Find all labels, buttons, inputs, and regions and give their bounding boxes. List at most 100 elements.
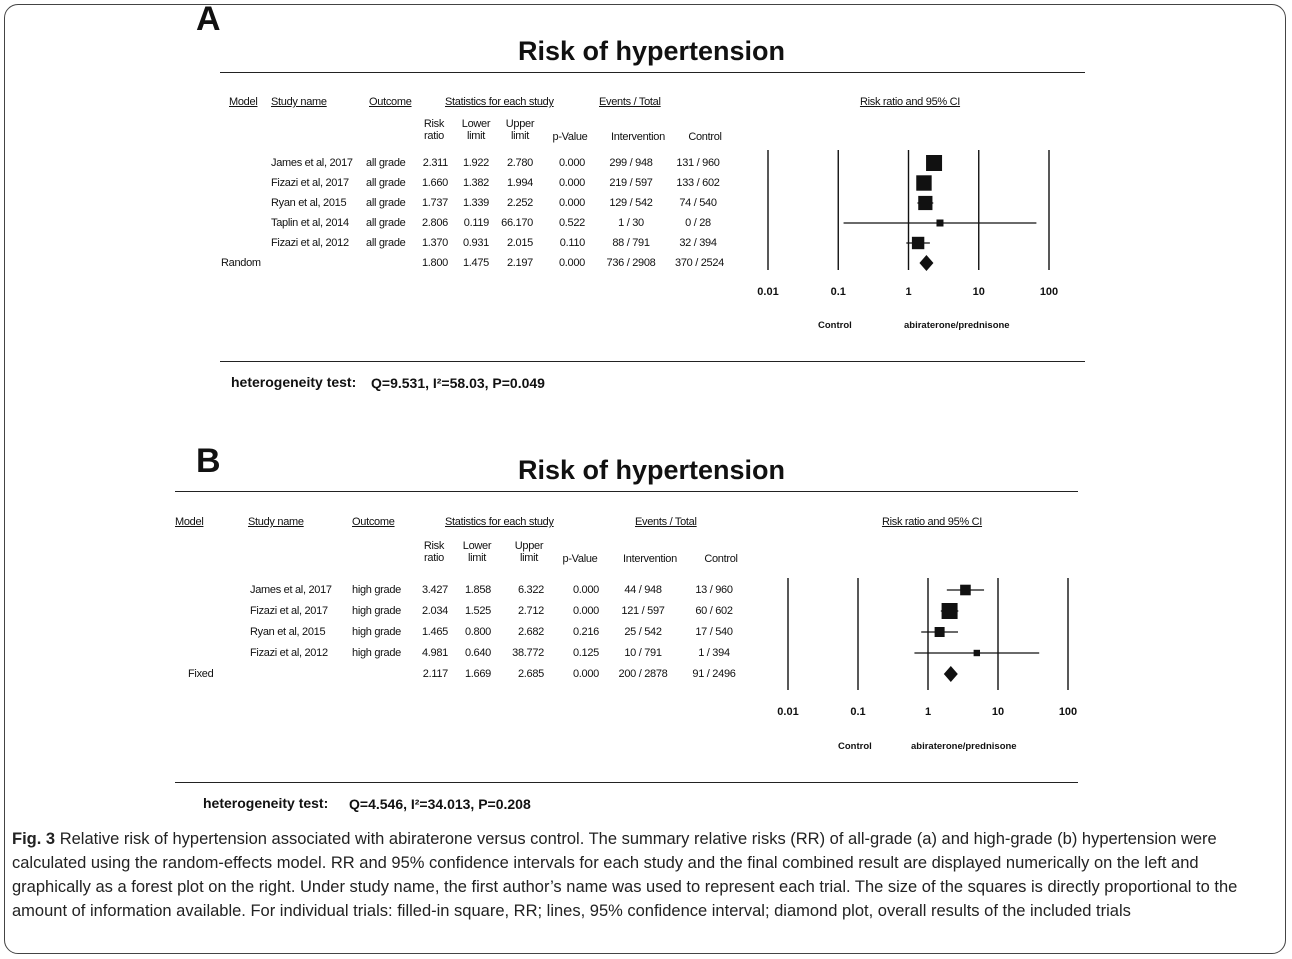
table-row-study: Fizazi et al, 2017: [250, 605, 328, 617]
cell-risk-ratio: 3.427: [421, 584, 448, 596]
cell-p-value: 0.000: [558, 257, 585, 269]
subheader-lower-limit: Lower limit: [462, 540, 492, 564]
cell-intervention: 299 / 948: [609, 157, 653, 169]
cell-risk-ratio: 4.981: [421, 647, 448, 659]
table-row-outcome: high grade: [352, 626, 401, 638]
header-study-name: Study name: [271, 96, 327, 108]
cell-control: 133 / 602: [676, 177, 720, 189]
caption-fig-label: Fig. 3: [12, 830, 56, 848]
cell-control: 91 / 2496: [692, 668, 736, 680]
subheader-intervention: Intervention: [611, 131, 665, 143]
cell-control: 60 / 602: [695, 605, 733, 617]
x-tick-label: 0.1: [850, 706, 866, 718]
table-row-outcome: high grade: [352, 584, 401, 596]
cell-intervention: 88 / 791: [612, 237, 650, 249]
cell-p-value: 0.000: [572, 584, 599, 596]
panel-top-rule: [220, 72, 1085, 73]
x-tick-label: 0.01: [757, 286, 779, 298]
subheader-upper-limit: Upper limit: [514, 540, 544, 564]
header-risk-ratio-ci: Risk ratio and 95% CI: [881, 516, 983, 528]
table-row-study: Ryan et al, 2015: [271, 197, 347, 209]
cell-lower-limit: 1.339: [462, 197, 489, 209]
table-row-outcome: all grade: [366, 197, 406, 209]
x-tick-label: 1: [924, 706, 932, 718]
cell-risk-ratio: 2.117: [422, 668, 449, 680]
header-statistics: Statistics for each study: [445, 96, 554, 108]
table-row-study: Taplin et al, 2014: [271, 217, 349, 229]
cell-control: 13 / 960: [695, 584, 733, 596]
cell-p-value: 0.125: [572, 647, 599, 659]
cell-lower-limit: 0.640: [464, 647, 491, 659]
x-tick-label: 10: [972, 286, 985, 298]
figure-caption: Fig. 3 Relative risk of hypertension ass…: [12, 827, 1272, 923]
cell-upper-limit: 2.682: [517, 626, 544, 638]
panel-letter: B: [196, 442, 221, 480]
cell-lower-limit: 0.800: [464, 626, 491, 638]
heterogeneity-stats: Q=4.546, I²=34.013, P=0.208: [349, 796, 531, 812]
cell-control: 32 / 394: [679, 237, 717, 249]
table-row-study: Fizazi et al, 2012: [250, 647, 328, 659]
panel-top-rule: [175, 491, 1078, 492]
cell-lower-limit: 1.525: [464, 605, 491, 617]
figure-frame: [4, 4, 1286, 954]
table-row-study: James et al, 2017: [271, 157, 353, 169]
header-statistics: Statistics for each study: [445, 516, 554, 528]
summary-model: Random: [221, 257, 261, 269]
summary-model: Fixed: [188, 668, 214, 680]
cell-risk-ratio: 1.660: [421, 177, 448, 189]
heterogeneity-label: heterogeneity test:: [203, 795, 329, 811]
panel-bottom-rule: [175, 782, 1078, 783]
cell-p-value: 0.000: [558, 177, 585, 189]
cell-p-value: 0.216: [572, 626, 599, 638]
table-row-outcome: all grade: [366, 177, 406, 189]
cell-p-value: 0.522: [558, 217, 585, 229]
subheader-risk-ratio: Risk ratio: [423, 540, 445, 564]
cell-upper-limit: 2.712: [517, 605, 544, 617]
table-row-outcome: high grade: [352, 605, 401, 617]
axis-right-label: abiraterone/prednisone: [904, 320, 1010, 331]
cell-lower-limit: 1.922: [462, 157, 489, 169]
panel-title: Risk of hypertension: [518, 455, 786, 485]
subheader-intervention: Intervention: [623, 553, 677, 565]
cell-risk-ratio: 1.465: [421, 626, 448, 638]
cell-p-value: 0.000: [572, 668, 599, 680]
header-outcome: Outcome: [369, 96, 412, 108]
header-model: Model: [229, 96, 258, 108]
cell-lower-limit: 1.669: [464, 668, 491, 680]
cell-intervention: 1 / 30: [618, 217, 644, 229]
x-tick-label: 100: [1039, 286, 1059, 298]
table-row-outcome: all grade: [366, 237, 406, 249]
cell-control: 74 / 540: [679, 197, 717, 209]
cell-intervention: 44 / 948: [624, 584, 662, 596]
cell-intervention: 121 / 597: [621, 605, 665, 617]
header-model: Model: [175, 516, 204, 528]
heterogeneity-stats: Q=9.531, I²=58.03, P=0.049: [371, 375, 545, 391]
cell-risk-ratio: 2.311: [422, 157, 449, 169]
cell-p-value: 0.000: [558, 157, 585, 169]
cell-upper-limit: 38.772: [512, 647, 544, 659]
cell-upper-limit: 2.197: [506, 257, 533, 269]
panel-title: Risk of hypertension: [518, 36, 786, 66]
cell-intervention: 25 / 542: [624, 626, 662, 638]
cell-lower-limit: 1.382: [462, 177, 489, 189]
cell-intervention: 10 / 791: [624, 647, 662, 659]
table-row-outcome: all grade: [366, 157, 406, 169]
cell-risk-ratio: 1.800: [421, 257, 448, 269]
table-row-study: Fizazi et al, 2012: [271, 237, 349, 249]
header-study-name: Study name: [248, 516, 304, 528]
table-row-outcome: high grade: [352, 647, 401, 659]
table-row-study: James et al, 2017: [250, 584, 332, 596]
table-row-study: Fizazi et al, 2017: [271, 177, 349, 189]
panel-letter: A: [196, 0, 221, 38]
cell-upper-limit: 2.780: [506, 157, 533, 169]
cell-risk-ratio: 2.034: [421, 605, 448, 617]
subheader-p-value: p-Value: [562, 553, 598, 565]
subheader-control: Control: [688, 131, 722, 143]
x-tick-label: 0.1: [830, 286, 846, 298]
cell-upper-limit: 2.685: [517, 668, 544, 680]
cell-p-value: 0.000: [572, 605, 599, 617]
header-events-total: Events / Total: [635, 516, 697, 528]
axis-left-label: Control: [818, 320, 852, 331]
x-tick-label: 10: [991, 706, 1005, 718]
table-row-study: Ryan et al, 2015: [250, 626, 326, 638]
